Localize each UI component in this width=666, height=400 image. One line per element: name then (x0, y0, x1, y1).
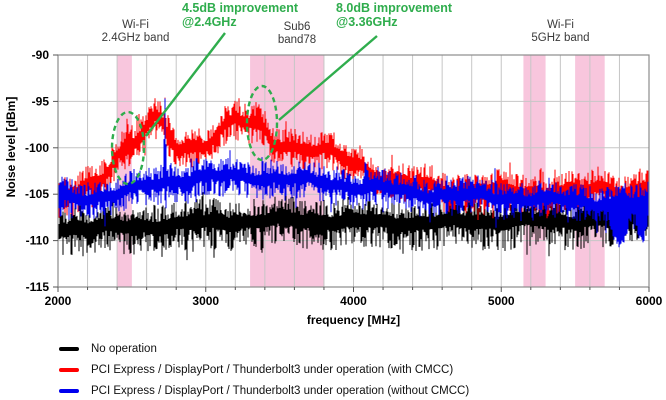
legend-swatch-blue (59, 388, 79, 393)
improvement-ellipse-2_4ghz (110, 110, 146, 186)
series-without-cmcc (58, 98, 649, 248)
tick-labels: 2000 3000 4000 5000 6000 -90 -95 -100 -105 -110 -1… (25, 48, 663, 308)
legend-swatch-red (59, 367, 79, 372)
y-tick-label: -100 (25, 141, 49, 155)
improvement-annotation-2_4ghz: 4.5dB improvement @2.4GHz (182, 1, 298, 29)
legend-swatch-black (59, 346, 79, 351)
annotation-text: @3.36GHz (336, 15, 398, 29)
y-tick-label: -95 (32, 94, 50, 108)
band-label-line: 5GHz band (531, 32, 590, 44)
annotation-line-2_4ghz (145, 32, 226, 137)
improvement-annotation-3_36ghz: 8.0dB improvement @3.36GHz (336, 1, 452, 29)
band-label-line: 2.4GHz band (101, 32, 170, 44)
y-tick-label: -105 (25, 187, 49, 201)
band-label-line: Wi-Fi (122, 19, 149, 31)
y-axis-title: Noise level [dBm] (4, 96, 18, 198)
x-tick-label: 5000 (488, 294, 515, 308)
x-tick-label: 4000 (340, 294, 367, 308)
band-label-wifi-2_4ghz: Wi-Fi 2.4GHz band (88, 19, 183, 45)
x-axis-title: frequency [MHz] (306, 313, 401, 327)
legend-item-with-cmcc: PCI Express / DisplayPort / Thunderbolt3… (59, 359, 469, 380)
annotation-text: 8.0dB improvement (336, 1, 453, 15)
y-tick-label: -115 (26, 280, 50, 294)
legend-label: PCI Express / DisplayPort / Thunderbolt3… (91, 384, 470, 397)
y-tick-label: -110 (26, 234, 50, 248)
axis-ticks (53, 54, 650, 292)
x-tick-label: 6000 (636, 294, 663, 308)
series-no-operation (58, 190, 649, 261)
band-label-line: band78 (277, 34, 317, 46)
annotation-line-3_36ghz (278, 35, 378, 121)
band-label-sub6-band78: Sub6 band78 (262, 21, 332, 47)
band-label-line: Sub6 (283, 21, 311, 33)
legend-label: No operation (91, 342, 157, 355)
band-label-line: Wi-Fi (547, 19, 574, 31)
annotation-text: 4.5dB improvement (182, 1, 299, 15)
y-tick-label: -90 (32, 48, 50, 62)
legend-label: PCI Express / DisplayPort / Thunderbolt3… (91, 363, 454, 376)
legend: No operation PCI Express / DisplayPort /… (59, 338, 469, 400)
improvement-callouts (110, 32, 378, 186)
x-tick-label: 3000 (192, 294, 219, 308)
improvement-ellipse-3_36ghz (245, 84, 279, 162)
annotation-text: @2.4GHz (182, 15, 237, 29)
legend-item-no-operation: No operation (59, 338, 469, 359)
x-tick-label: 2000 (45, 294, 72, 308)
band-label-wifi-5ghz: Wi-Fi 5GHz band (518, 19, 603, 45)
legend-item-without-cmcc: PCI Express / DisplayPort / Thunderbolt3… (59, 380, 469, 400)
